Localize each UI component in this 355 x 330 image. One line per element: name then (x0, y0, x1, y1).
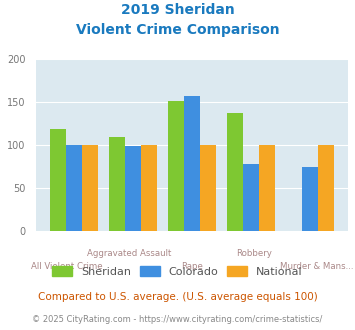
Bar (168, 101, 184, 231)
Text: Robbery: Robbery (236, 249, 272, 258)
Bar (66, 145, 82, 231)
Bar (82, 145, 98, 231)
Legend: Sheridan, Colorado, National: Sheridan, Colorado, National (48, 261, 307, 281)
Text: © 2025 CityRating.com - https://www.cityrating.com/crime-statistics/: © 2025 CityRating.com - https://www.city… (32, 315, 323, 324)
Text: Aggravated Assault: Aggravated Assault (87, 249, 171, 258)
Bar (50, 129, 66, 231)
Bar (125, 146, 141, 231)
Bar (109, 138, 125, 231)
Text: Murder & Mans...: Murder & Mans... (280, 262, 354, 271)
Bar (227, 113, 243, 231)
Text: Violent Crime Comparison: Violent Crime Comparison (76, 23, 279, 37)
Text: Rape: Rape (181, 262, 203, 271)
Bar (184, 96, 200, 231)
Bar (141, 145, 157, 231)
Bar (259, 145, 275, 231)
Bar (200, 145, 215, 231)
Text: Compared to U.S. average. (U.S. average equals 100): Compared to U.S. average. (U.S. average … (38, 292, 317, 302)
Text: 2019 Sheridan: 2019 Sheridan (121, 3, 234, 17)
Bar (243, 164, 259, 231)
Text: All Violent Crime: All Violent Crime (31, 262, 103, 271)
Bar (318, 145, 334, 231)
Bar (302, 167, 318, 231)
